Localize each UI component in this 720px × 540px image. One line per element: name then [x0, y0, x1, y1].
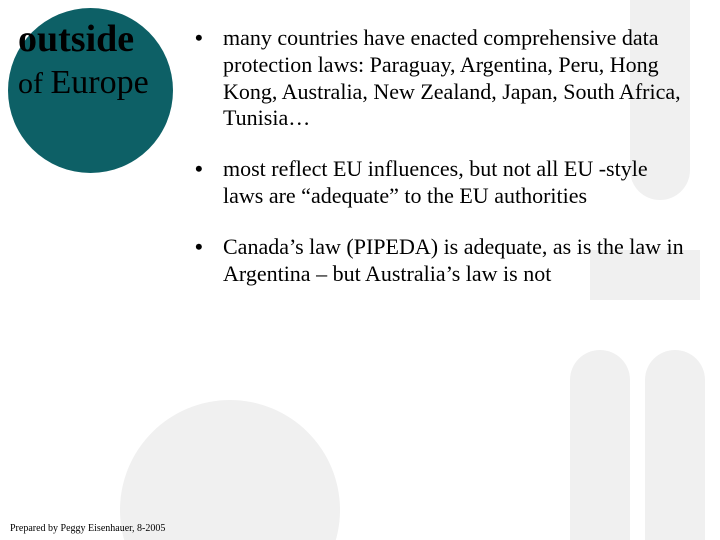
title-line2: of Europe	[18, 64, 188, 102]
watermark-shape	[120, 400, 340, 540]
bullet-item: • Canada’s law (PIPEDA) is adequate, as …	[195, 234, 685, 288]
title-line2-big: Europe	[51, 64, 149, 101]
bullet-text: Canada’s law (PIPEDA) is adequate, as is…	[223, 234, 685, 288]
title-line2-small: of	[18, 67, 51, 100]
watermark-shape	[570, 350, 630, 540]
bullet-text: most reflect EU influences, but not all …	[223, 156, 685, 210]
bullet-marker: •	[195, 234, 223, 260]
title-line1: outside	[18, 20, 188, 58]
bullet-item: • most reflect EU influences, but not al…	[195, 156, 685, 210]
watermark-shape	[645, 350, 705, 540]
footer-credit: Prepared by Peggy Eisenhauer, 8-2005	[10, 523, 165, 534]
bullet-text: many countries have enacted comprehensiv…	[223, 25, 685, 132]
slide-title: outside of Europe	[18, 20, 188, 102]
bullet-marker: •	[195, 156, 223, 182]
bullet-list: • many countries have enacted comprehens…	[195, 25, 685, 312]
bullet-item: • many countries have enacted comprehens…	[195, 25, 685, 132]
bullet-marker: •	[195, 25, 223, 51]
